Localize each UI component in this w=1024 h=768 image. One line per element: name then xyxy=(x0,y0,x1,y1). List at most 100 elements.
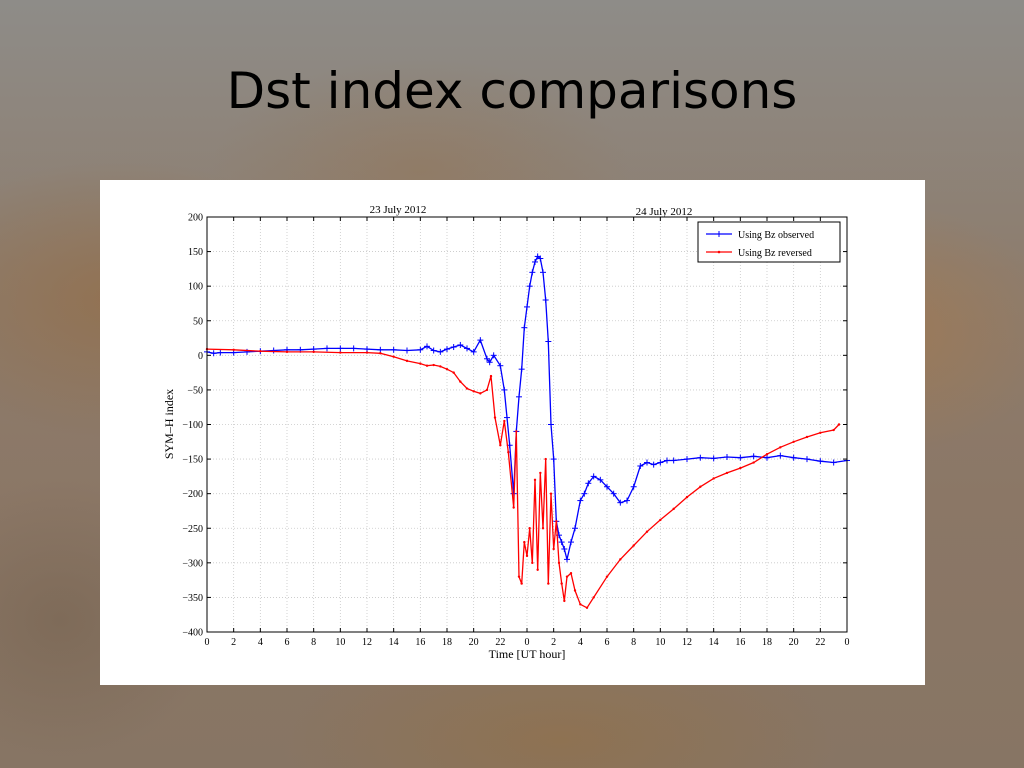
data-point xyxy=(572,525,578,532)
data-point xyxy=(684,456,690,463)
data-point xyxy=(585,480,592,487)
data-point xyxy=(523,540,526,544)
data-point xyxy=(485,388,489,392)
x-tick-label: 16 xyxy=(415,637,425,648)
legend-item-observed: Using Bz observed xyxy=(706,230,814,241)
data-point xyxy=(619,558,622,561)
y-tick-label: −250 xyxy=(182,524,203,535)
data-point xyxy=(528,527,531,530)
x-tick-label: 22 xyxy=(815,637,825,648)
data-point xyxy=(547,582,550,585)
series-line xyxy=(206,348,840,609)
data-point xyxy=(425,364,429,367)
data-point xyxy=(526,283,533,290)
data-point xyxy=(445,367,449,371)
data-point xyxy=(472,390,475,393)
legend-label: Using Bz reversed xyxy=(738,248,812,259)
data-point xyxy=(542,297,549,303)
data-point xyxy=(493,416,497,419)
data-point xyxy=(697,454,704,461)
x-tick-label: 0 xyxy=(525,637,530,648)
x-tick-label: 8 xyxy=(631,637,636,648)
x-tick-label: 10 xyxy=(335,637,345,648)
data-point xyxy=(486,359,493,366)
y-tick-label: 0 xyxy=(198,351,203,362)
x-tick-label: 20 xyxy=(789,637,799,648)
axis-ticks: 0 2 4 6 8 10 12 14 16 18 20 22 0 2 4 6 8 10 12 14 16 18 20 22 0 2… xyxy=(182,213,849,649)
data-point xyxy=(285,350,289,354)
y-tick-label: −350 xyxy=(182,593,203,604)
data-point xyxy=(324,345,330,352)
data-point xyxy=(561,546,568,552)
data-point xyxy=(379,352,382,355)
data-point xyxy=(548,421,554,428)
x-tick-label: 2 xyxy=(231,637,236,648)
data-point xyxy=(569,572,573,575)
data-point xyxy=(259,349,262,353)
chart-legend: Using Bz observed Using Bz reversed xyxy=(697,221,841,263)
data-point xyxy=(452,371,455,374)
data-point xyxy=(724,454,730,461)
x-tick-label: 4 xyxy=(578,637,583,648)
data-point xyxy=(650,461,657,468)
data-point xyxy=(337,345,344,352)
data-point xyxy=(617,499,624,506)
data-point xyxy=(484,355,490,362)
x-tick-label: 18 xyxy=(442,637,452,648)
data-point xyxy=(577,497,584,504)
data-point xyxy=(624,497,630,504)
data-point xyxy=(592,596,595,599)
data-point xyxy=(437,348,444,355)
data-point xyxy=(558,539,565,546)
data-point xyxy=(710,455,717,462)
series-layer xyxy=(204,253,850,609)
data-point xyxy=(764,454,770,461)
date-label-day2: 24 July 2012 xyxy=(636,206,693,218)
data-point xyxy=(605,575,609,578)
y-tick-label: 100 xyxy=(188,282,203,293)
data-point xyxy=(557,561,561,565)
data-point xyxy=(765,453,769,456)
y-tick-label: 50 xyxy=(193,316,203,327)
data-point xyxy=(430,347,437,354)
data-point xyxy=(516,393,522,400)
data-point xyxy=(364,346,370,353)
x-tick-label: 14 xyxy=(709,637,719,648)
data-point xyxy=(390,346,397,353)
data-point xyxy=(664,457,670,464)
data-point xyxy=(739,466,742,470)
data-point xyxy=(560,582,563,585)
data-point xyxy=(585,606,589,609)
data-point xyxy=(590,473,597,480)
data-point xyxy=(537,255,544,262)
grid-lines xyxy=(207,217,847,632)
y-tick-label: −100 xyxy=(182,420,203,431)
data-point xyxy=(432,363,435,367)
data-point xyxy=(555,520,558,523)
data-point xyxy=(819,431,822,434)
x-tick-label: 14 xyxy=(389,637,399,648)
data-point xyxy=(503,419,506,423)
data-point xyxy=(565,575,569,578)
data-point xyxy=(404,347,410,354)
x-tick-label: 20 xyxy=(469,637,479,648)
data-point xyxy=(817,458,824,465)
data-point xyxy=(777,452,784,459)
y-tick-label: −400 xyxy=(182,628,203,639)
data-point xyxy=(573,589,577,592)
data-point xyxy=(792,440,795,443)
data-point xyxy=(504,414,510,421)
data-point xyxy=(365,351,369,354)
data-point xyxy=(532,258,538,265)
series-observed xyxy=(204,253,850,563)
legend-item-reversed: Using Bz reversed xyxy=(706,248,812,259)
data-point xyxy=(752,461,755,464)
data-point xyxy=(517,575,521,578)
x-axis-label: Time [UT hour] xyxy=(489,647,566,661)
data-point xyxy=(540,269,546,276)
data-point xyxy=(470,348,477,355)
data-point xyxy=(552,547,555,551)
data-point xyxy=(424,343,430,350)
data-point xyxy=(457,341,464,348)
data-point xyxy=(564,556,570,563)
